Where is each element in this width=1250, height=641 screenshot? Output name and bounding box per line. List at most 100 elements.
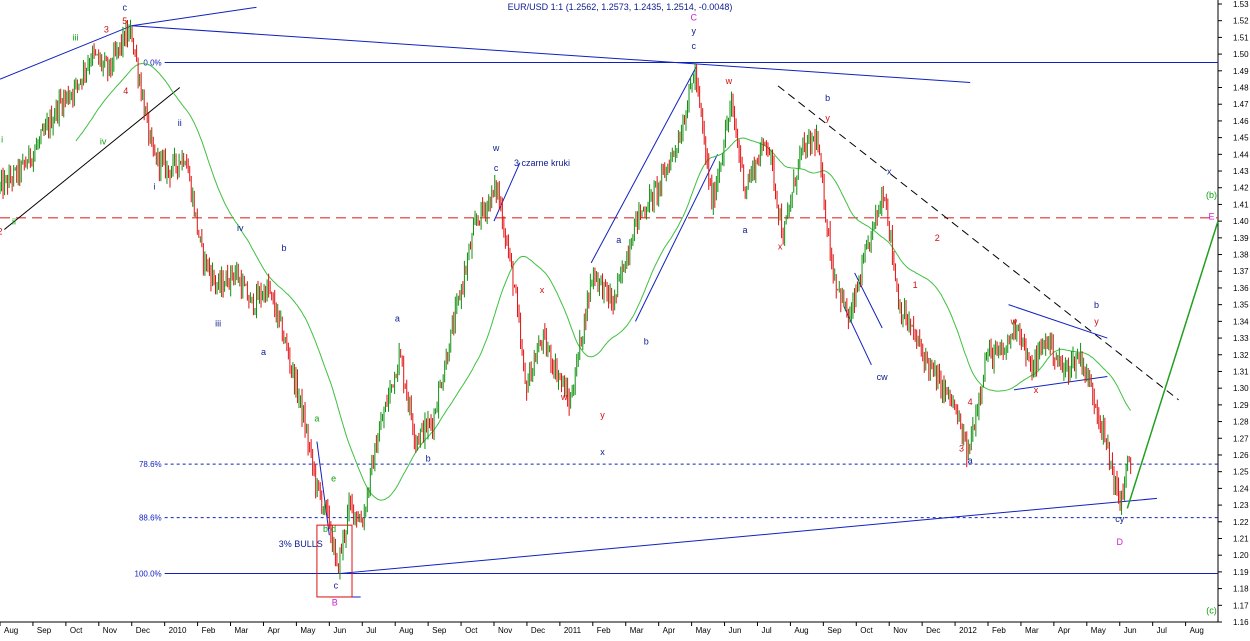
- upper-channel-line: [131, 6, 257, 27]
- rising-channel-upper: [590, 67, 697, 264]
- y-tick-label: 1.47: [1233, 100, 1249, 109]
- wave-label: iii: [215, 318, 221, 328]
- wave-label: i: [1, 135, 3, 145]
- wave-label: a: [261, 347, 266, 357]
- kruki-pointer-line: [493, 162, 521, 222]
- wave-label: x: [887, 166, 892, 176]
- wave-label: 4: [968, 397, 973, 407]
- wave-label: 1: [913, 280, 918, 290]
- y-tick-label: 1.18: [1233, 585, 1249, 594]
- x-tick-label: Aug: [1190, 626, 1204, 635]
- wave-label: b: [644, 337, 649, 347]
- wave-label: w: [725, 76, 733, 86]
- wave-label: ii: [12, 216, 16, 226]
- y-tick-label: 1.35: [1233, 301, 1249, 310]
- bulls-highlight-box: [316, 524, 353, 598]
- x-tick-label: Nov: [893, 626, 907, 635]
- x-tick-label: Mar: [235, 626, 249, 635]
- y-tick-label: 1.16: [1233, 618, 1249, 627]
- x-tick-label: Aug: [794, 626, 808, 635]
- wave-label: a: [395, 313, 400, 323]
- wave-label: x: [778, 242, 783, 252]
- y-tick-label: 1.45: [1233, 134, 1249, 143]
- wave-label: b: [825, 93, 830, 103]
- x-tick-label: Mar: [1025, 626, 1039, 635]
- y-tick-label: 1.32: [1233, 351, 1249, 360]
- wave-label: x: [540, 285, 545, 295]
- y-tick-label: 1.20: [1233, 551, 1249, 560]
- x-tick-label: Aug: [4, 626, 18, 635]
- x-tick-label: Nov: [498, 626, 512, 635]
- y-tick-label: 1.17: [1233, 601, 1249, 610]
- x-tick-label: May: [1091, 626, 1106, 635]
- y-tick-label: 1.33: [1233, 334, 1249, 343]
- x-tick-label: Sep: [37, 626, 52, 635]
- y-tick-label: 1.51: [1233, 33, 1249, 42]
- wave-label: y: [825, 113, 830, 123]
- wave-label: b: [323, 524, 328, 534]
- wave-label: e: [331, 474, 336, 484]
- wave-label: w: [1010, 317, 1018, 327]
- wave-label: a: [743, 225, 748, 235]
- x-tick-label: Dec: [136, 626, 150, 635]
- x-tick-label: Oct: [70, 626, 83, 635]
- wave-label: w: [560, 392, 568, 402]
- triangle-upper-line: [1008, 304, 1108, 339]
- y-tick-label: 1.31: [1233, 367, 1249, 376]
- wave-label: c: [494, 163, 499, 173]
- wave-label: y: [692, 26, 697, 36]
- wave-label: (b): [1206, 190, 1217, 200]
- wave-label: D: [1116, 537, 1123, 547]
- moving-average-line: [75, 63, 1132, 501]
- rising-channel-lower: [635, 154, 718, 322]
- wave-label: 4: [123, 86, 128, 96]
- y-tick-label: 1.46: [1233, 117, 1249, 126]
- wave-label: y: [1094, 317, 1099, 327]
- y-tick-label: 1.34: [1233, 317, 1249, 326]
- x-tick-label: 2011: [564, 626, 582, 635]
- y-tick-label: 1.19: [1233, 568, 1249, 577]
- dashed-downtrend-line: [777, 85, 1179, 401]
- wave-label: 3% BULLS: [279, 539, 323, 549]
- x-tick-label: Oct: [465, 626, 478, 635]
- x-tick-label: 2010: [169, 626, 187, 635]
- x-tick-label: Jun: [333, 626, 346, 635]
- wave-label: x: [600, 447, 605, 457]
- y-tick-label: 1.43: [1233, 167, 1249, 176]
- x-tick-label: Jun: [729, 626, 742, 635]
- y-tick-label: 1.30: [1233, 384, 1249, 393]
- fib-level-label: 88.6%: [139, 514, 162, 523]
- y-tick-label: 1.36: [1233, 284, 1249, 293]
- wave-label: w: [492, 143, 500, 153]
- wave-label: a: [314, 414, 319, 424]
- wave-label: iv: [100, 136, 107, 146]
- wave-label: a: [616, 235, 621, 245]
- y-tick-label: 1.22: [1233, 518, 1249, 527]
- x-tick-label: Feb: [597, 626, 611, 635]
- x-tick-label: Jul: [1157, 626, 1167, 635]
- wave-label: 2: [935, 233, 940, 243]
- wave-label: iii: [73, 33, 79, 43]
- x-tick-label: Jul: [761, 626, 771, 635]
- y-tick-label: 1.21: [1233, 534, 1249, 543]
- wave-label: (c): [1206, 606, 1217, 616]
- x-tick-label: Sep: [827, 626, 842, 635]
- y-tick-label: 1.48: [1233, 84, 1249, 93]
- y-tick-label: 1.41: [1233, 200, 1249, 209]
- wave-label: 5: [122, 16, 127, 26]
- wave-label: 3: [104, 24, 109, 34]
- x-tick-label: Oct: [860, 626, 873, 635]
- wave-label: iv: [237, 223, 244, 233]
- x-tick-label: Mar: [630, 626, 644, 635]
- triangle-lower-line: [1013, 375, 1108, 391]
- y-tick-label: 1.53: [1233, 0, 1249, 9]
- x-tick-label: Dec: [926, 626, 940, 635]
- y-tick-label: 1.52: [1233, 17, 1249, 26]
- uptrend-support-line: [4, 87, 181, 230]
- x-tick-label: Aug: [399, 626, 413, 635]
- wave-label: c: [122, 3, 127, 13]
- wave-label: y: [600, 410, 605, 420]
- x-tick-label: 2012: [959, 626, 977, 635]
- x-tick-label: Nov: [103, 626, 117, 635]
